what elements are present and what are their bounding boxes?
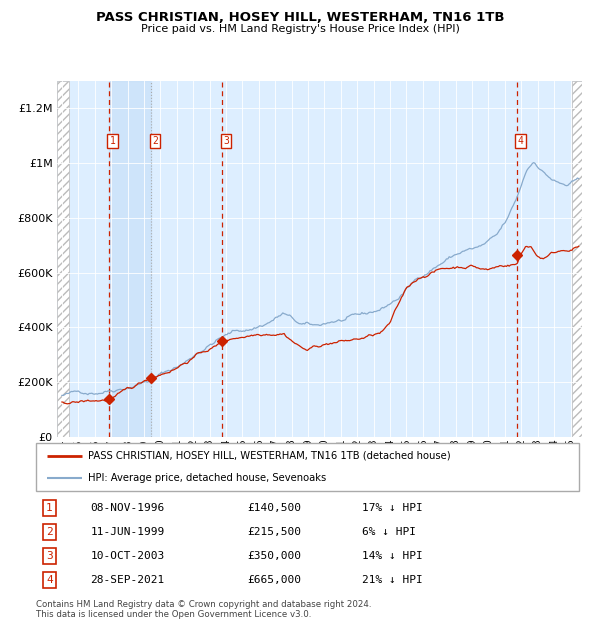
Text: This data is licensed under the Open Government Licence v3.0.: This data is licensed under the Open Gov… (36, 610, 311, 619)
Text: £140,500: £140,500 (248, 503, 302, 513)
Bar (109, 81, 151, 437)
Text: 3: 3 (223, 136, 229, 146)
Text: 08-NOV-1996: 08-NOV-1996 (91, 503, 164, 513)
Text: £350,000: £350,000 (248, 551, 302, 561)
Bar (572, 81, 582, 437)
Text: 1: 1 (46, 503, 53, 513)
Text: £215,500: £215,500 (248, 527, 302, 537)
Text: 4: 4 (46, 575, 53, 585)
Text: £665,000: £665,000 (248, 575, 302, 585)
Text: 2: 2 (152, 136, 158, 146)
Text: 2: 2 (46, 527, 53, 537)
Text: Contains HM Land Registry data © Crown copyright and database right 2024.: Contains HM Land Registry data © Crown c… (36, 600, 371, 609)
Text: 4: 4 (518, 136, 524, 146)
Bar (57, 81, 69, 437)
Text: HPI: Average price, detached house, Sevenoaks: HPI: Average price, detached house, Seve… (88, 473, 326, 483)
Text: 11-JUN-1999: 11-JUN-1999 (91, 527, 164, 537)
Text: PASS CHRISTIAN, HOSEY HILL, WESTERHAM, TN16 1TB (detached house): PASS CHRISTIAN, HOSEY HILL, WESTERHAM, T… (88, 451, 450, 461)
Text: 1: 1 (110, 136, 115, 146)
Text: 21% ↓ HPI: 21% ↓ HPI (362, 575, 422, 585)
FancyBboxPatch shape (36, 443, 579, 491)
Text: 17% ↓ HPI: 17% ↓ HPI (362, 503, 422, 513)
Text: 3: 3 (46, 551, 53, 561)
Text: Price paid vs. HM Land Registry's House Price Index (HPI): Price paid vs. HM Land Registry's House … (140, 24, 460, 34)
Text: 10-OCT-2003: 10-OCT-2003 (91, 551, 164, 561)
Text: PASS CHRISTIAN, HOSEY HILL, WESTERHAM, TN16 1TB: PASS CHRISTIAN, HOSEY HILL, WESTERHAM, T… (96, 11, 504, 24)
Text: 14% ↓ HPI: 14% ↓ HPI (362, 551, 422, 561)
Text: 28-SEP-2021: 28-SEP-2021 (91, 575, 164, 585)
Text: 6% ↓ HPI: 6% ↓ HPI (362, 527, 416, 537)
